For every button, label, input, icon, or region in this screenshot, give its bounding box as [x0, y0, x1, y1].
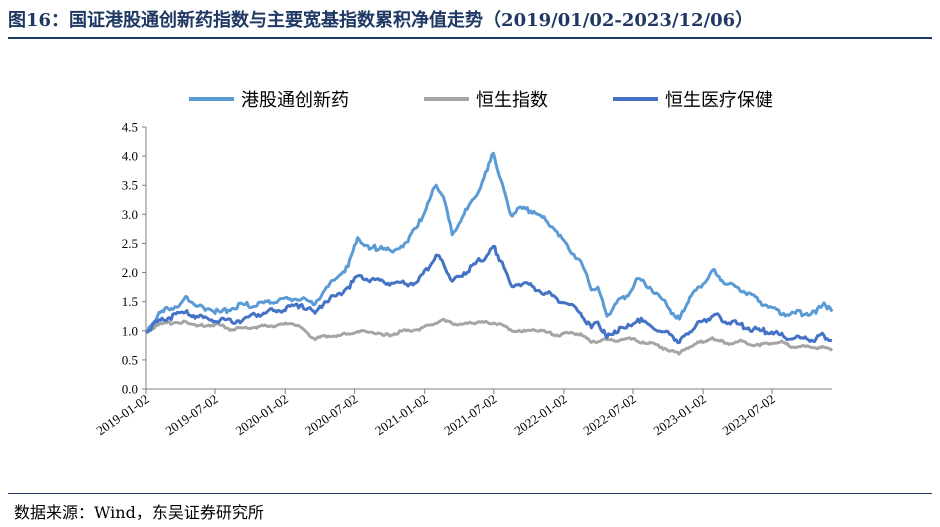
- x-tick-label: 2022-01-02: [511, 391, 569, 438]
- y-tick-label: 0.5: [122, 352, 138, 367]
- legend: 港股通创新药 恒生指数 恒生医疗保健: [189, 90, 773, 111]
- x-tick-label: 2023-07-02: [720, 391, 778, 438]
- y-tick-label: 4.5: [122, 120, 138, 135]
- series-line-3: [145, 244, 833, 345]
- y-tick-label: 4.0: [122, 149, 138, 164]
- x-tick-label: 2021-01-02: [372, 391, 430, 438]
- y-tick-label: 0.0: [122, 382, 138, 397]
- chart-title: 图16：国证港股通创新药指数与主要宽基指数累积净值走势（2019/01/02-2…: [8, 10, 754, 31]
- x-tick-label: 2019-01-02: [93, 391, 151, 438]
- y-tick-label: 1.0: [122, 323, 138, 338]
- line-chart: 港股通创新药 恒生指数 恒生医疗保健 0.0 0.5 1.0 1.5 2.0 2.5 3.0 3.…: [93, 90, 834, 438]
- y-tick-label: 1.5: [122, 294, 138, 309]
- y-tick-label: 3.0: [122, 207, 138, 222]
- source-note: 数据来源：Wind，东吴证券研究所: [14, 503, 264, 522]
- series-line-1: [145, 151, 834, 333]
- footer-divider: [8, 493, 932, 494]
- legend-label: 恒生指数: [476, 90, 548, 111]
- legend-label: 恒生医疗保健: [665, 90, 773, 111]
- series-lines: [145, 151, 834, 356]
- title-underline: [8, 37, 932, 39]
- legend-label: 港股通创新药: [241, 90, 349, 111]
- x-tick-label: 2020-01-02: [233, 391, 291, 438]
- x-tick-label: 2020-07-02: [302, 391, 360, 438]
- x-tick-label: 2021-07-02: [441, 391, 499, 438]
- y-tick-label: 2.5: [122, 236, 138, 251]
- y-tick-label: 2.0: [122, 265, 138, 280]
- x-tick-label: 2022-07-02: [580, 391, 638, 438]
- x-tick-label: 2019-07-02: [162, 391, 220, 438]
- series-line-2: [145, 317, 834, 356]
- x-axis: 2019-01-02 2019-07-02 2020-01-02 2020-07-02…: [93, 388, 832, 438]
- y-tick-label: 3.5: [122, 178, 138, 193]
- y-axis: 0.0 0.5 1.0 1.5 2.0 2.5 3.0 3.5 4.0 4.5: [122, 120, 147, 397]
- x-tick-label: 2023-01-02: [651, 391, 709, 438]
